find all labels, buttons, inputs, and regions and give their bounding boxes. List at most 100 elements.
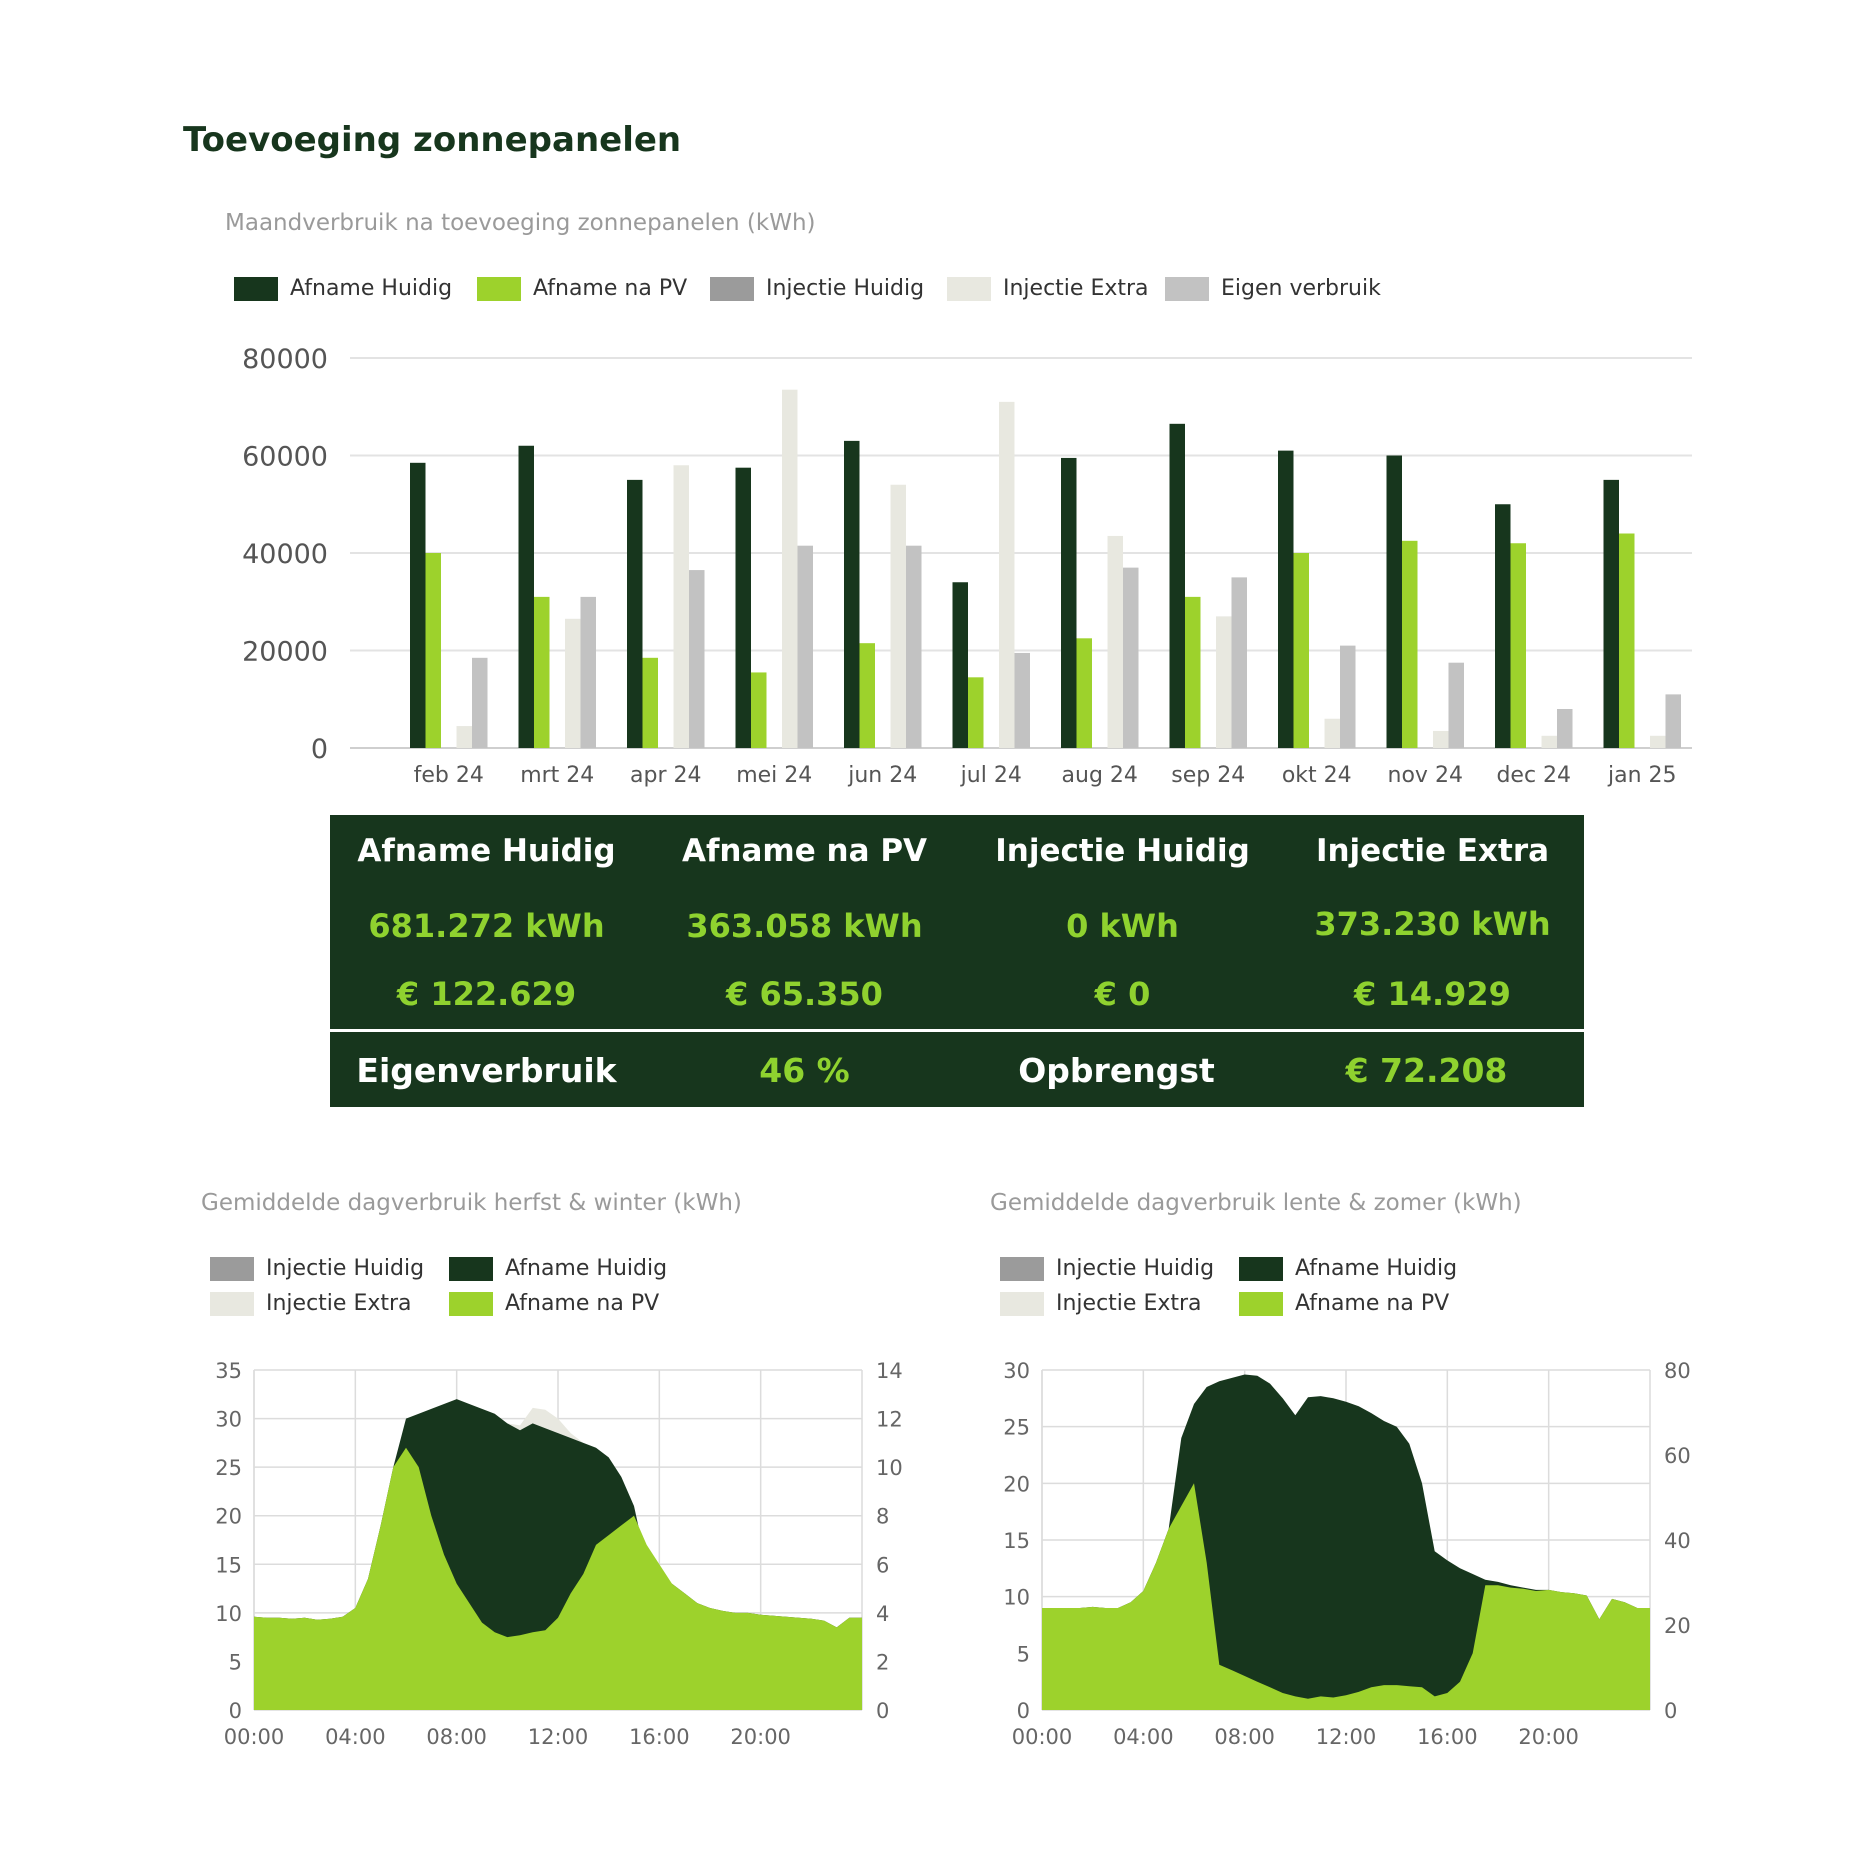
bar-afname-huidig-jan-25[interactable] [1603, 479, 1620, 748]
legend-item-eigen-verbruik[interactable]: Eigen verbruik [1165, 276, 1381, 301]
bar-injectie-extra-dec-24[interactable] [1541, 735, 1558, 748]
legend-swatch [710, 276, 754, 301]
bar-afname-huidig-jul-24[interactable] [952, 582, 969, 748]
y-tick-label: 20 [1003, 1472, 1030, 1496]
y2-tick-label: 4 [876, 1602, 889, 1626]
bar-afname-huidig-jun-24[interactable] [844, 440, 860, 748]
bar-eigen-verbruik-jul-24[interactable] [1014, 652, 1031, 748]
y-tick-label: 0 [1017, 1699, 1030, 1723]
bar-injectie-extra-feb-24[interactable] [456, 726, 473, 748]
bar-afname-na-pv-aug-24[interactable] [1076, 638, 1093, 748]
y-tick-label: 30 [215, 1408, 242, 1432]
bar-eigen-verbruik-mrt-24[interactable] [580, 596, 597, 748]
summary-table: Afname Huidig Afname na PV Injectie Huid… [330, 815, 1584, 1107]
y2-tick-label: 12 [876, 1408, 903, 1432]
legend-item-afname-na-pv[interactable]: Afname na PV [1239, 1291, 1449, 1316]
legend-item-injectie-extra[interactable]: Injectie Extra [947, 276, 1149, 301]
x-tick-label: mei 24 [736, 763, 812, 788]
bar-afname-na-pv-jul-24[interactable] [968, 677, 984, 748]
bar-injectie-extra-mei-24[interactable] [782, 389, 798, 748]
bar-afname-huidig-dec-24[interactable] [1495, 504, 1511, 748]
x-tick-label: 04:00 [325, 1725, 386, 1749]
bar-injectie-extra-jun-24[interactable] [890, 484, 907, 748]
bar-eigen-verbruik-sep-24[interactable] [1231, 577, 1248, 748]
y-tick-label: 0 [229, 1699, 242, 1723]
bar-afname-na-pv-mei-24[interactable] [751, 672, 767, 748]
bar-eigen-verbruik-nov-24[interactable] [1448, 662, 1465, 748]
bar-afname-na-pv-apr-24[interactable] [642, 657, 659, 748]
legend-item-injectie-extra[interactable]: Injectie Extra [210, 1291, 412, 1316]
bar-afname-huidig-mrt-24[interactable] [518, 445, 535, 748]
x-tick-label: 12:00 [1316, 1725, 1377, 1749]
monthly-bar-chart: 0 20000 40000 60000 80000 feb 24 mrt 24 apr 24 m… [242, 344, 1692, 788]
legend-swatch [210, 1291, 254, 1316]
bar-afname-na-pv-nov-24[interactable] [1402, 540, 1418, 748]
bar-eigen-verbruik-jun-24[interactable] [906, 545, 922, 748]
legend-item-injectie-huidig[interactable]: Injectie Huidig [210, 1256, 424, 1281]
bar-afname-huidig-sep-24[interactable] [1169, 423, 1186, 748]
bar-injectie-extra-apr-24[interactable] [673, 465, 690, 748]
legend-item-afname-na-pv[interactable]: Afname na PV [477, 276, 687, 301]
x-tick-label: 00:00 [224, 1725, 285, 1749]
x-tick-label: nov 24 [1388, 763, 1463, 788]
legend-item-injectie-extra[interactable]: Injectie Extra [1000, 1291, 1202, 1316]
y2-tick-label: 2 [876, 1650, 889, 1674]
legend-swatch [449, 1291, 493, 1316]
bar-eigen-verbruik-apr-24[interactable] [689, 570, 705, 748]
legend-swatch [947, 276, 991, 301]
bar-eigen-verbruik-dec-24[interactable] [1557, 709, 1573, 748]
x-tick-label: aug 24 [1062, 763, 1138, 788]
legend-label: Injectie Extra [1056, 1291, 1202, 1316]
bar-injectie-extra-jul-24[interactable] [999, 401, 1015, 748]
bar-afname-huidig-apr-24[interactable] [627, 479, 643, 748]
legend-item-afname-huidig[interactable]: Afname Huidig [449, 1256, 667, 1281]
legend-item-afname-na-pv[interactable]: Afname na PV [449, 1291, 659, 1316]
legend-label: Afname Huidig [290, 276, 453, 301]
x-tick-label: 04:00 [1113, 1725, 1174, 1749]
bar-afname-na-pv-dec-24[interactable] [1510, 543, 1527, 748]
bar-afname-huidig-mei-24[interactable] [735, 467, 752, 748]
bar-afname-na-pv-feb-24[interactable] [425, 553, 442, 748]
legend-item-afname-huidig[interactable]: Afname Huidig [234, 276, 452, 301]
legend-swatch [210, 1256, 254, 1281]
x-tick-label: 20:00 [730, 1725, 791, 1749]
y-tick-label: 60000 [242, 442, 328, 473]
legend-item-afname-huidig[interactable]: Afname Huidig [1239, 1256, 1457, 1281]
legend-item-injectie-huidig[interactable]: Injectie Huidig [1000, 1256, 1214, 1281]
bar-eigen-verbruik-jan-25[interactable] [1665, 694, 1682, 748]
x-tick-label: apr 24 [630, 763, 701, 788]
bar-afname-huidig-feb-24[interactable] [410, 462, 426, 748]
bar-eigen-verbruik-mei-24[interactable] [797, 545, 814, 748]
bar-afname-na-pv-sep-24[interactable] [1185, 596, 1201, 748]
y-tick-label: 5 [229, 1650, 242, 1674]
x-tick-label: 16:00 [629, 1725, 690, 1749]
bar-afname-na-pv-jun-24[interactable] [859, 643, 876, 748]
bar-injectie-extra-okt-24[interactable] [1324, 718, 1341, 748]
bar-injectie-extra-jan-25[interactable] [1650, 735, 1666, 748]
bar-eigen-verbruik-feb-24[interactable] [472, 657, 488, 748]
y-tick-label: 10 [1003, 1586, 1030, 1610]
bar-afname-huidig-okt-24[interactable] [1278, 450, 1294, 748]
bar-eigen-verbruik-okt-24[interactable] [1340, 645, 1356, 748]
bar-afname-huidig-nov-24[interactable] [1386, 455, 1403, 749]
bar-afname-na-pv-okt-24[interactable] [1293, 553, 1310, 748]
bar-afname-huidig-aug-24[interactable] [1061, 457, 1077, 748]
x-tick-label: 20:00 [1518, 1725, 1579, 1749]
summary-header-afname-huidig: Afname Huidig [357, 833, 616, 869]
bar-injectie-extra-aug-24[interactable] [1107, 535, 1124, 748]
bar-injectie-extra-nov-24[interactable] [1433, 730, 1449, 748]
bar-injectie-extra-mrt-24[interactable] [565, 618, 581, 748]
y2-tick-label: 6 [876, 1553, 889, 1577]
x-tick-label: 16:00 [1417, 1725, 1478, 1749]
legend-item-injectie-huidig[interactable]: Injectie Huidig [710, 276, 924, 301]
x-tick-label: jul 24 [960, 763, 1022, 788]
y-tick-label: 15 [1003, 1529, 1030, 1553]
y-tick-label: 20000 [242, 637, 328, 668]
bar-injectie-extra-sep-24[interactable] [1216, 616, 1232, 748]
x-tick-label: okt 24 [1282, 763, 1352, 788]
summary-eigenverbruik-label: Eigenverbruik [356, 1051, 617, 1090]
bar-eigen-verbruik-aug-24[interactable] [1123, 567, 1139, 748]
summary-kwh-injectie-extra: 373.230 kWh [1314, 905, 1551, 943]
bar-afname-na-pv-jan-25[interactable] [1619, 533, 1635, 749]
bar-afname-na-pv-mrt-24[interactable] [534, 596, 550, 748]
